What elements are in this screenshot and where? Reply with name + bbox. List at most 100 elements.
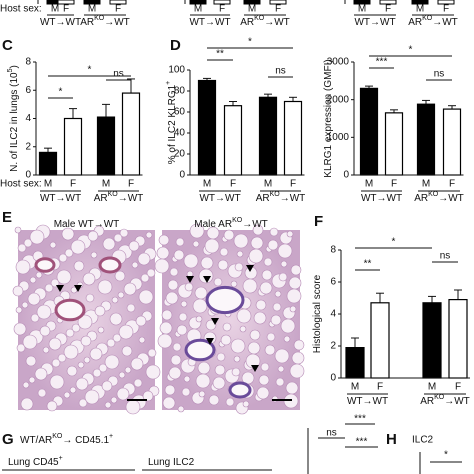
airway bbox=[54, 298, 86, 322]
alveolus bbox=[236, 308, 252, 324]
y-tick-label: 2000 bbox=[327, 94, 350, 105]
category-label: M bbox=[194, 4, 202, 15]
group-label-part: →WT bbox=[432, 17, 458, 28]
alveolus bbox=[97, 326, 105, 334]
alveolus bbox=[225, 397, 235, 407]
alveolus bbox=[63, 391, 71, 399]
airway bbox=[205, 285, 245, 315]
bar-stub bbox=[437, 0, 455, 5]
alveolus bbox=[183, 253, 199, 269]
alveolus bbox=[145, 364, 161, 380]
y-tick-label: 8 bbox=[330, 245, 336, 256]
significance-label: *** bbox=[354, 414, 366, 425]
alveolus bbox=[161, 309, 173, 321]
alveolus bbox=[66, 365, 78, 377]
group-label: ARKO→WT bbox=[414, 191, 464, 204]
alveolus bbox=[35, 271, 43, 279]
y-tick-label: 4 bbox=[25, 113, 31, 124]
alveolus bbox=[119, 228, 129, 238]
alveolus bbox=[51, 358, 61, 368]
significance-label: ns bbox=[113, 69, 124, 80]
bar bbox=[197, 79, 217, 176]
alveolus bbox=[195, 373, 211, 389]
panel-g-label-sup: + bbox=[59, 455, 63, 462]
alveolus bbox=[195, 315, 203, 323]
alveolus bbox=[274, 348, 290, 364]
alveolus bbox=[212, 376, 226, 390]
panel-g-title-part: WT/AR bbox=[20, 435, 52, 446]
panel-h-title: ILC2 bbox=[412, 435, 434, 446]
alveolus bbox=[159, 321, 173, 335]
bar-stub bbox=[353, 0, 371, 5]
alveolus bbox=[77, 361, 85, 369]
airway bbox=[34, 257, 56, 273]
alveolus bbox=[260, 362, 270, 372]
group-label-sup: KO bbox=[108, 191, 119, 198]
alveolus bbox=[220, 334, 232, 346]
group-label-part: AR bbox=[80, 17, 94, 28]
alveolus bbox=[277, 365, 285, 373]
alveolus bbox=[259, 281, 273, 295]
alveolus bbox=[46, 400, 58, 412]
alveolus bbox=[194, 286, 208, 300]
alveolus bbox=[22, 381, 30, 389]
x-tick-label: M bbox=[351, 382, 359, 393]
group-label: ARKO→WT bbox=[94, 191, 144, 204]
alveolus bbox=[78, 398, 88, 408]
alveolus bbox=[83, 356, 91, 364]
alveolus bbox=[197, 361, 211, 375]
y-axis-label-part: N. of ILC2 in lungs (10 bbox=[9, 72, 20, 172]
alveolus bbox=[61, 227, 75, 241]
alveolus bbox=[208, 394, 220, 406]
alveolus bbox=[118, 371, 126, 379]
bar bbox=[384, 112, 404, 176]
arrowhead bbox=[203, 276, 211, 283]
alveolus bbox=[247, 341, 261, 355]
alveolus bbox=[289, 305, 297, 313]
y-axis-label: Histological score bbox=[312, 274, 323, 353]
category-label: F bbox=[275, 4, 281, 15]
y-axis-label-part: % of ILC2 KLRG1 bbox=[167, 84, 178, 164]
image-title: Male ARKO→WT bbox=[194, 217, 267, 230]
x-tick-label: F bbox=[128, 179, 134, 190]
alveolus bbox=[223, 229, 235, 241]
alveolus bbox=[230, 338, 246, 354]
alveolus bbox=[39, 325, 51, 337]
y-axis-label: % of ILC2 KLRG1+ bbox=[165, 81, 178, 165]
alveolus bbox=[25, 355, 37, 367]
alveolus bbox=[154, 258, 170, 274]
panel-label: G bbox=[2, 431, 14, 448]
group-label-part: →WT bbox=[280, 193, 306, 204]
significance-label: * bbox=[444, 450, 448, 461]
panel-g-label-part: Lung CD45 bbox=[8, 457, 59, 468]
alveolus bbox=[130, 357, 144, 371]
alveolus bbox=[290, 264, 302, 276]
alveolus bbox=[97, 279, 113, 295]
group-label: WT→WT bbox=[189, 17, 230, 28]
bar-stub bbox=[269, 0, 287, 5]
alveolus bbox=[184, 282, 194, 292]
bar-stub bbox=[411, 0, 429, 5]
arrowhead bbox=[246, 265, 254, 272]
image-title-part: →WT bbox=[242, 219, 268, 230]
y-tick-label: 100 bbox=[168, 65, 185, 76]
alveolus bbox=[90, 251, 98, 259]
category-label: F bbox=[385, 4, 391, 15]
alveolus bbox=[172, 342, 182, 352]
y-tick-label: 60 bbox=[174, 107, 186, 118]
bar-stub bbox=[109, 0, 127, 5]
alveolus bbox=[14, 226, 22, 234]
significance-label: * bbox=[59, 87, 63, 98]
alveolus bbox=[112, 333, 122, 343]
alveolus bbox=[286, 288, 302, 304]
alveolus bbox=[222, 322, 232, 332]
alveolus bbox=[263, 257, 273, 267]
alveolus bbox=[27, 292, 41, 306]
alveolus bbox=[92, 368, 102, 378]
alveolus bbox=[64, 248, 74, 258]
group-label-part: AR bbox=[240, 17, 254, 28]
alveolus bbox=[231, 367, 241, 377]
alveolus bbox=[117, 291, 125, 299]
x-tick-label: M bbox=[422, 179, 430, 190]
airway bbox=[98, 256, 122, 274]
